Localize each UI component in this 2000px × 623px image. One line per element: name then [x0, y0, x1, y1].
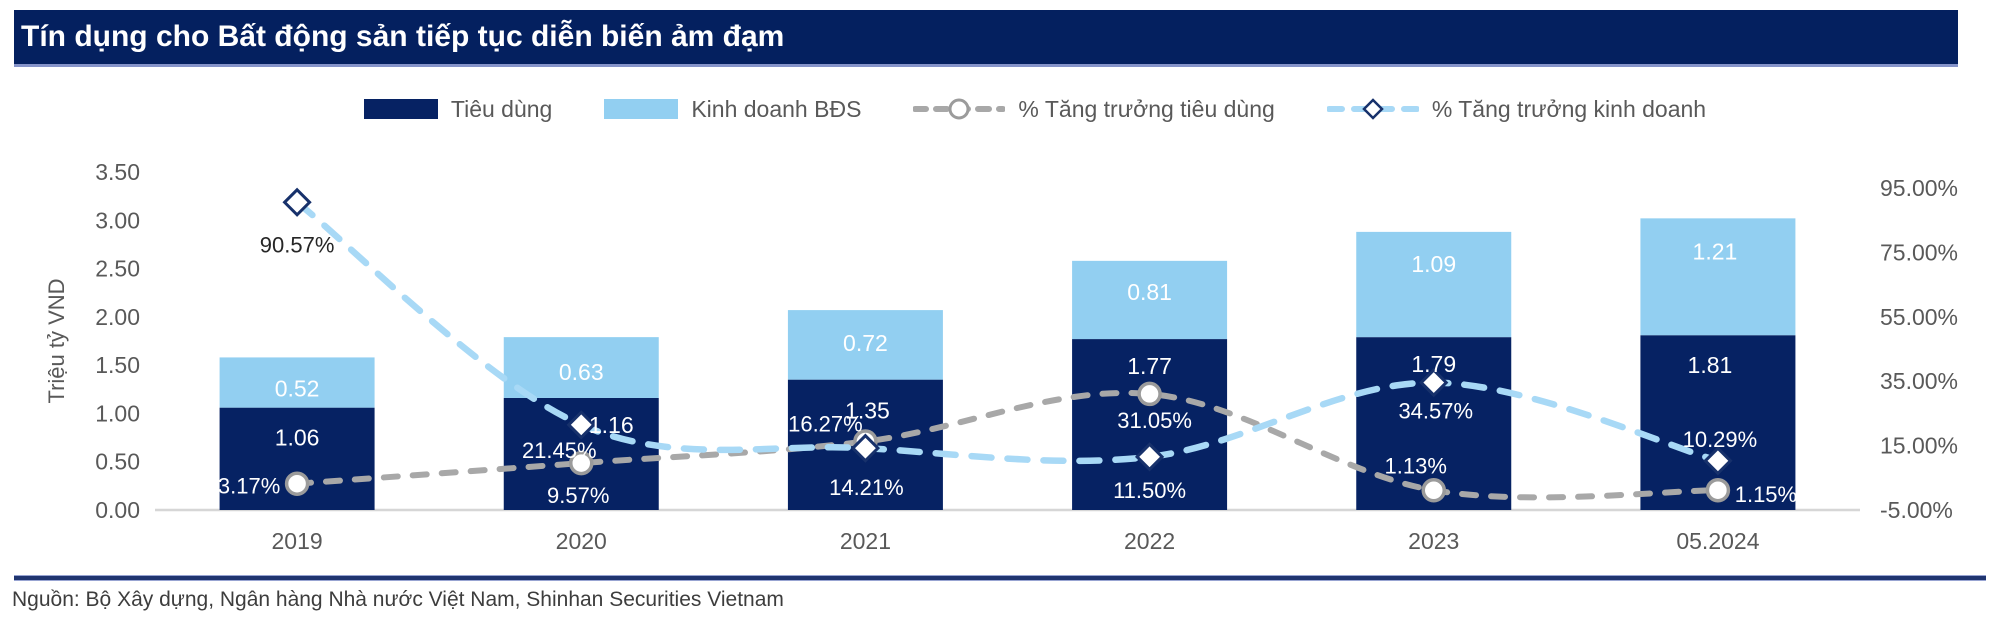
bar-segment-tieu-dung	[1072, 339, 1228, 510]
left-axis-title: Triệu tỷ VND	[44, 278, 69, 403]
right-axis-tick-label: -5.00%	[1880, 497, 1953, 523]
right-axis-tick-label: 75.00%	[1880, 239, 1958, 265]
diamond-marker	[1703, 446, 1733, 476]
blue-dashed-line-diamond-marker-icon	[1326, 98, 1419, 120]
source-note: Nguồn: Bộ Xây dựng, Ngân hàng Nhà nước V…	[12, 588, 784, 611]
category-label: 2020	[556, 528, 607, 554]
bar-segment-kinh-doanh-bds	[787, 310, 943, 380]
bar-segment-kinh-doanh-bds	[1072, 260, 1228, 340]
navy-bar-swatch-icon	[363, 99, 438, 119]
circle-marker	[1137, 381, 1162, 407]
diamond-marker	[282, 187, 312, 217]
circle-marker	[569, 450, 594, 476]
category-label: 2023	[1408, 528, 1459, 554]
growth-percent-label: 1.13%	[1385, 453, 1447, 478]
bar-value-label: 0.81	[1127, 279, 1172, 305]
chart-title-bar: Tín dụng cho Bất động sản tiếp tục diễn …	[14, 10, 1958, 67]
circle-marker	[1705, 477, 1731, 503]
legend-label: Tiêu dùng	[450, 95, 553, 122]
bar-segment-kinh-doanh-bds	[1356, 231, 1512, 338]
bar-value-label: 1.77	[1127, 353, 1172, 379]
legend-item-tang-truong-kinh-doanh: % Tăng trưởng kinh doanh	[1326, 95, 1707, 123]
growth-percent-label: 10.29%	[1683, 427, 1758, 452]
diamond-marker	[1419, 367, 1449, 398]
right-axis-tick-label: 55.00%	[1880, 304, 1958, 330]
growth-percent-label: 21.45%	[522, 438, 597, 463]
legend-label: % Tăng trưởng kinh doanh	[1431, 95, 1707, 122]
gray-dashed-line-circle-marker-icon	[913, 98, 1006, 120]
left-axis-tick-label: 0.50	[95, 449, 140, 475]
category-label: 2021	[840, 528, 891, 554]
bar-segment-kinh-doanh-bds	[1640, 218, 1796, 336]
bar-value-label: 1.16	[589, 412, 634, 438]
left-axis-tick-label: 1.00	[95, 400, 140, 426]
lightblue-bar-swatch-icon	[604, 99, 679, 119]
bar-segment-kinh-doanh-bds	[503, 337, 659, 398]
left-axis-tick-label: 2.50	[95, 256, 140, 282]
right-axis-tick-label: 95.00%	[1880, 175, 1958, 201]
diamond-marker	[566, 410, 596, 440]
growth-percent-label: 11.50%	[1113, 478, 1186, 503]
growth-percent-label: 1.15%	[1735, 482, 1797, 507]
page-title: Tín dụng cho Bất động sản tiếp tục diễn …	[21, 20, 785, 53]
legend-item-kinh-doanh-bds: Kinh doanh BĐS	[604, 96, 861, 123]
bar-value-label: 1.79	[1411, 351, 1456, 377]
bar-value-label: 1.06	[275, 425, 320, 451]
bar-value-label: 1.09	[1411, 251, 1456, 277]
category-label: 05.2024	[1676, 528, 1759, 554]
growth-percent-label: 9.57%	[547, 483, 609, 508]
category-label: 2022	[1124, 528, 1175, 554]
diamond-marker	[850, 433, 881, 463]
circle-marker	[1421, 478, 1446, 503]
left-axis-tick-label: 1.50	[95, 352, 140, 378]
bar-value-label: 1.81	[1688, 352, 1733, 378]
legend-label: % Tăng trưởng tiêu dùng	[1018, 95, 1275, 122]
category-label: 2019	[271, 528, 322, 554]
bar-value-label: 1.35	[845, 398, 890, 424]
bar-segment-kinh-doanh-bds	[219, 357, 375, 408]
bar-value-label: 0.52	[275, 375, 320, 401]
growth-line-kinh-doanh	[293, 199, 1722, 465]
legend-label: Kinh doanh BĐS	[691, 95, 862, 122]
right-axis-tick-label: 15.00%	[1880, 433, 1958, 459]
left-axis-tick-label: 3.00	[95, 207, 140, 233]
growth-percent-label: 31.05%	[1117, 408, 1192, 433]
growth-percent-label: 90.57%	[260, 232, 335, 257]
chart-legend: Tiêu dùng Kinh doanh BĐS % Tăng trưởng t…	[0, 88, 2000, 130]
growth-percent-label: 3.17%	[218, 474, 280, 499]
growth-line-tieu-dung	[294, 390, 1721, 501]
right-axis-tick-label: 35.00%	[1880, 368, 1958, 394]
growth-percent-label: 34.57%	[1398, 399, 1473, 424]
growth-percent-label: 14.21%	[829, 475, 904, 500]
bar-value-label: 0.63	[559, 359, 604, 385]
left-axis-tick-label: 3.50	[95, 159, 140, 185]
diamond-marker	[1134, 442, 1165, 472]
left-axis-tick-label: 0.00	[95, 497, 140, 523]
bar-value-label: 0.72	[843, 330, 888, 356]
bar-value-label: 1.21	[1693, 238, 1738, 264]
footer-divider	[14, 575, 1986, 581]
legend-item-tieu-dung: Tiêu dùng	[363, 95, 553, 123]
left-axis-tick-label: 2.00	[95, 304, 140, 330]
growth-percent-label: 16.27%	[788, 412, 863, 437]
legend-item-tang-truong-tieu-dung: % Tăng trưởng tiêu dùng	[913, 95, 1275, 123]
circle-marker	[284, 471, 310, 496]
